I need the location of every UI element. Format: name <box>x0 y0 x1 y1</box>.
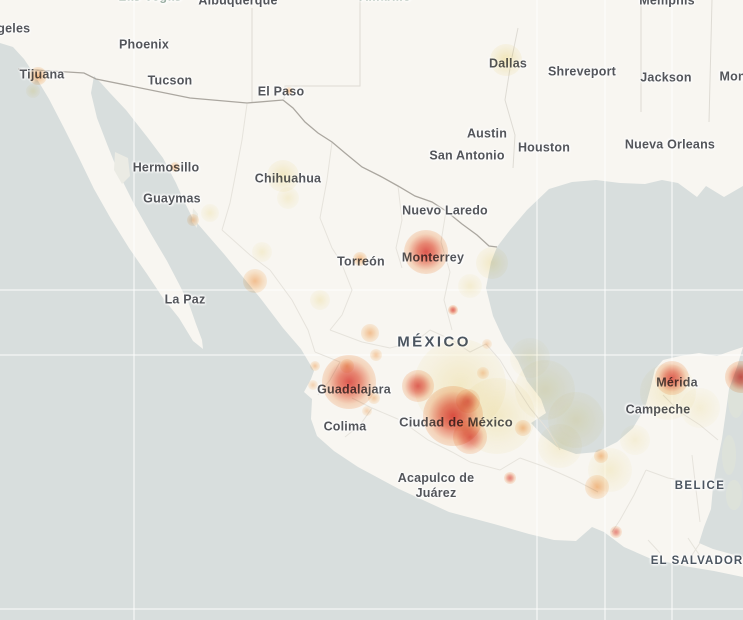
island <box>114 152 130 184</box>
us-mexico-border <box>17 68 498 248</box>
city-label-nuevo-laredo: Nuevo Laredo <box>402 203 488 218</box>
city-label-merida: Mérida <box>656 375 698 390</box>
country-label-mexico: MÉXICO <box>397 333 471 351</box>
city-label-san-antonio: San Antonio <box>429 148 505 163</box>
city-label-amarillo: Amarillo <box>359 0 411 5</box>
city-label-acapulco-de-juarez: Acapulco de Juárez <box>397 471 475 500</box>
city-label-guadalajara: Guadalajara <box>317 382 391 397</box>
city-label-campeche: Campeche <box>625 402 691 417</box>
city-label-austin: Austin <box>466 126 508 141</box>
city-label-monterrey: Monterrey <box>401 250 465 265</box>
city-label-jackson: Jackson <box>640 70 692 85</box>
country-label-belize: BELICE <box>674 480 726 492</box>
city-label-tucson: Tucson <box>147 73 193 88</box>
city-label-colima: Colima <box>323 419 367 434</box>
city-label-chihuahua: Chihuahua <box>254 171 322 186</box>
city-label-montgomery: Montgomery <box>719 69 743 84</box>
city-label-nueva-orleans: Nueva Orleans <box>624 137 716 152</box>
country-label-el-salvador: EL SALVADOR <box>650 555 743 567</box>
city-label-ciudad-de-mexico: Ciudad de México <box>399 414 513 430</box>
city-label-houston: Houston <box>517 140 571 155</box>
city-label-albuquerque: Albuquerque <box>198 0 278 8</box>
city-label-los-angeles: Los Ángeles <box>0 21 31 36</box>
city-label-la-paz: La Paz <box>164 292 206 307</box>
island <box>192 208 198 228</box>
city-label-phoenix: Phoenix <box>118 37 170 52</box>
landmass <box>0 0 743 577</box>
city-label-el-paso: El Paso <box>257 84 305 99</box>
state-borders <box>251 0 713 169</box>
city-label-las-vegas: Las Vegas <box>119 0 182 5</box>
city-label-tijuana: Tijuana <box>19 67 65 82</box>
city-label-guaymas: Guaymas <box>143 191 201 206</box>
city-label-torreon: Torreón <box>337 254 385 269</box>
city-label-shreveport: Shreveport <box>548 64 616 79</box>
city-label-dallas: Dallas <box>488 56 528 71</box>
city-label-hermosillo: Hermosillo <box>132 160 200 175</box>
city-label-memphis: Memphis <box>639 0 695 8</box>
